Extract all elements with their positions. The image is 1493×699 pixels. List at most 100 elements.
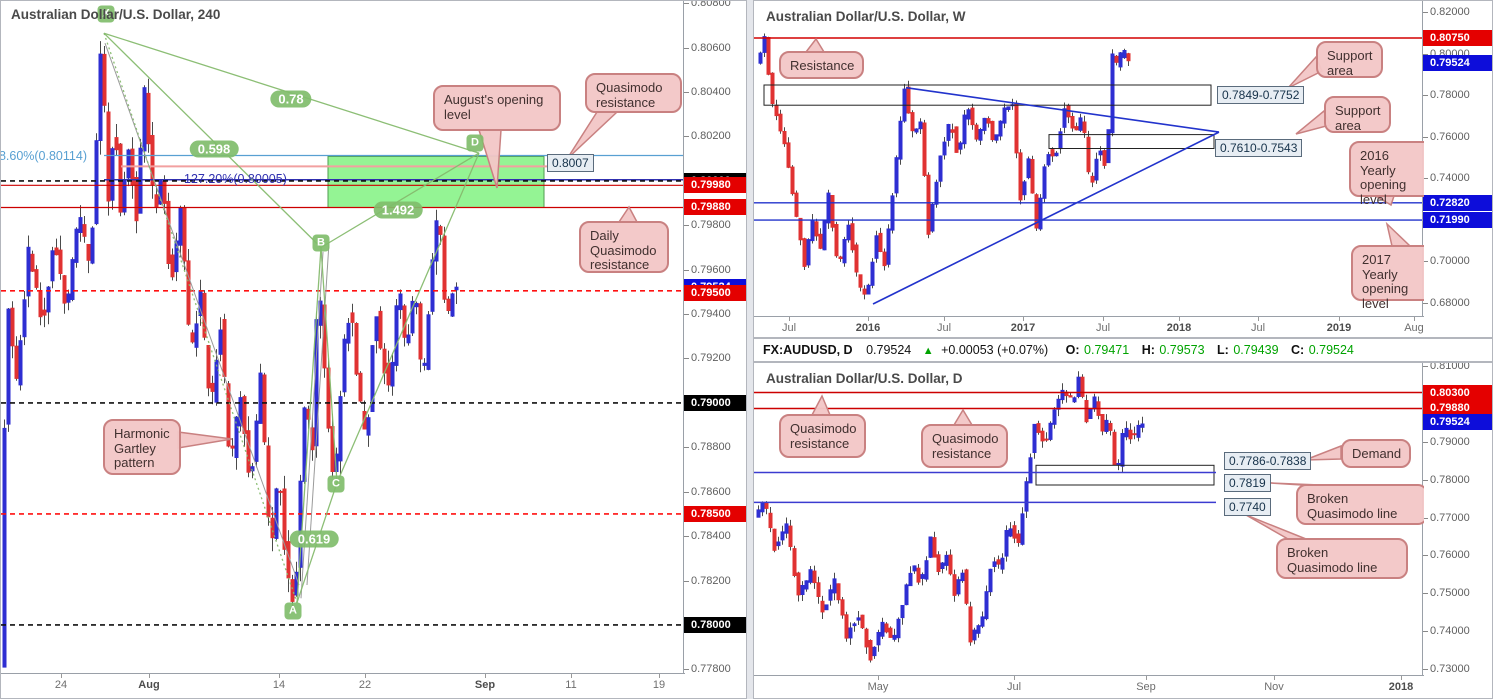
chart-pane-weekly[interactable]: Australian Dollar/U.S. Dollar, W 0.7849-… <box>753 0 1493 338</box>
price-level-tag[interactable]: 0.7819 <box>1224 474 1271 492</box>
candle-body <box>122 180 127 213</box>
fib-ratio-label: 0.619 <box>289 530 339 548</box>
candle-body <box>772 528 777 551</box>
price-axis-label: 0.79800 <box>684 219 731 231</box>
price-axis-label: 0.78400 <box>684 530 731 542</box>
annotation-callout[interactable]: Broken Quasimodo line <box>1276 538 1408 579</box>
pattern-point-badge[interactable]: B <box>312 234 330 252</box>
callout-tail <box>952 408 974 426</box>
annotation-callout[interactable]: Demand <box>1341 439 1411 468</box>
annotation-callout[interactable]: 2017 Yearly opening level <box>1351 245 1424 311</box>
candle-body <box>958 142 963 150</box>
annotation-callout[interactable]: Support area <box>1324 96 1391 133</box>
zone-rectangle[interactable] <box>1035 464 1215 486</box>
candle-body <box>936 554 941 573</box>
candle-body <box>1136 424 1141 438</box>
candle-body <box>1032 423 1037 454</box>
zone-rectangle[interactable] <box>1048 134 1215 150</box>
time-axis-tickmark <box>1023 317 1024 321</box>
pattern-point-badge[interactable]: X <box>97 5 115 23</box>
price-axis-badge: 0.80300 <box>1423 385 1492 401</box>
annotation-callout[interactable]: August's opening level <box>433 85 561 131</box>
annotation-callout[interactable]: Support area <box>1316 41 1383 78</box>
candle-body <box>1098 150 1103 156</box>
annotation-callout[interactable]: Quasimodo resistance <box>921 424 1008 468</box>
trend-line[interactable] <box>306 242 330 586</box>
price-axis[interactable]: 0.80800 0.80600 0.80400 0.80200 0.79800 0.796… <box>683 1 746 676</box>
price-level-tag[interactable]: 0.8007 <box>547 154 594 172</box>
chart-plot-area[interactable]: Australian Dollar/U.S. Dollar, D 0.7786-… <box>754 363 1424 677</box>
candle-body <box>856 617 861 621</box>
price-axis[interactable]: 0.81000 0.79000 0.78000 0.77000 0.76000 0.750… <box>1422 363 1492 677</box>
candle-body <box>98 53 103 141</box>
candle-body <box>778 113 783 132</box>
candlestick-chart-canvas[interactable] <box>754 1 1424 319</box>
chart-pane-240min[interactable]: Australian Dollar/U.S. Dollar, 240 X A B C D… <box>0 0 747 699</box>
pattern-point-badge[interactable]: A <box>284 602 302 620</box>
candle-body <box>876 632 881 646</box>
trend-line[interactable] <box>104 43 300 586</box>
chart-pane-daily[interactable]: Australian Dollar/U.S. Dollar, D 0.7786-… <box>753 362 1493 699</box>
candle-body <box>952 574 957 596</box>
candle-body <box>1038 197 1043 230</box>
candle-body <box>854 244 859 273</box>
price-axis-label: 0.78800 <box>684 441 731 453</box>
time-axis[interactable]: Jul 2016 Jul 2017 Jul 2018 Jul 2019 Aug <box>754 316 1424 337</box>
chart-plot-area[interactable]: Australian Dollar/U.S. Dollar, W 0.7849-… <box>754 1 1424 319</box>
candle-body <box>1044 438 1049 441</box>
time-axis-tickmark <box>1014 676 1015 680</box>
price-level-tag[interactable]: 0.7610-0.7543 <box>1215 139 1303 157</box>
price-level-tag[interactable]: 0.7740 <box>1224 498 1271 516</box>
annotation-callout[interactable]: Resistance <box>779 51 864 79</box>
symbol-name[interactable]: FX:AUDUSD, D <box>763 343 853 357</box>
pattern-point-badge[interactable]: C <box>327 475 345 493</box>
annotation-callout[interactable]: Broken Quasimodo line <box>1296 484 1424 525</box>
price-level-tag[interactable]: 0.7786-0.7838 <box>1224 452 1312 470</box>
pattern-point-badge[interactable]: D <box>466 134 484 152</box>
candle-body <box>1100 414 1105 432</box>
candle-body <box>762 36 767 53</box>
price-axis[interactable]: 0.82000 0.80000 0.78000 0.76000 0.74000 0.700… <box>1422 1 1492 319</box>
candle-body <box>450 293 455 317</box>
candle-body <box>1110 53 1115 134</box>
price-axis-badge: 0.79980 <box>684 177 746 193</box>
candle-body <box>1060 389 1065 401</box>
candle-body <box>1074 126 1079 131</box>
candle-body <box>102 53 107 106</box>
candle-body <box>940 562 945 569</box>
candle-body <box>454 286 459 291</box>
zone-rectangle[interactable] <box>763 84 1212 106</box>
xabcd-pattern[interactable] <box>103 32 480 603</box>
candle-body <box>870 261 875 286</box>
candle-body <box>956 579 961 595</box>
candle-body <box>992 561 997 567</box>
price-axis-badge: 0.78500 <box>684 506 746 522</box>
pattern-line <box>320 247 338 483</box>
price-level-tag[interactable]: 0.7849-0.7752 <box>1217 86 1305 104</box>
annotation-callout[interactable]: Daily Quasimodo resistance <box>579 221 669 273</box>
chart-plot-area[interactable]: Australian Dollar/U.S. Dollar, 240 X A B C D… <box>1 1 685 676</box>
price-axis-label: 0.78200 <box>684 575 731 587</box>
candle-body <box>756 509 761 518</box>
annotation-callout[interactable]: Harmonic Gartley pattern <box>103 419 181 475</box>
candlestick-chart-canvas[interactable] <box>1 1 685 676</box>
candle-body <box>918 121 923 130</box>
candlestick-chart-canvas[interactable] <box>754 363 1424 677</box>
candle-body <box>234 416 239 459</box>
candle-body <box>928 536 933 558</box>
candle-body <box>1030 159 1035 194</box>
time-axis-label: Nov <box>1264 681 1284 693</box>
zone-rectangle[interactable] <box>327 155 545 208</box>
price-axis-badge: 0.78000 <box>684 617 746 633</box>
price-axis-label: 0.76000 <box>1423 549 1470 561</box>
trend-line[interactable] <box>905 86 1220 133</box>
time-axis[interactable]: 24 Aug 14 22 Sep 11 19 <box>1 673 685 698</box>
candle-body <box>864 628 869 648</box>
annotation-callout[interactable]: Quasimodo resistance <box>585 73 682 113</box>
trend-line[interactable] <box>872 131 1220 305</box>
candle-body <box>838 256 843 259</box>
candle-body <box>42 309 47 316</box>
annotation-callout[interactable]: 2016 Yearly opening level <box>1349 141 1424 207</box>
annotation-callout[interactable]: Quasimodo resistance <box>779 414 866 458</box>
time-axis[interactable]: May Jul Sep Nov 2018 <box>754 675 1424 698</box>
